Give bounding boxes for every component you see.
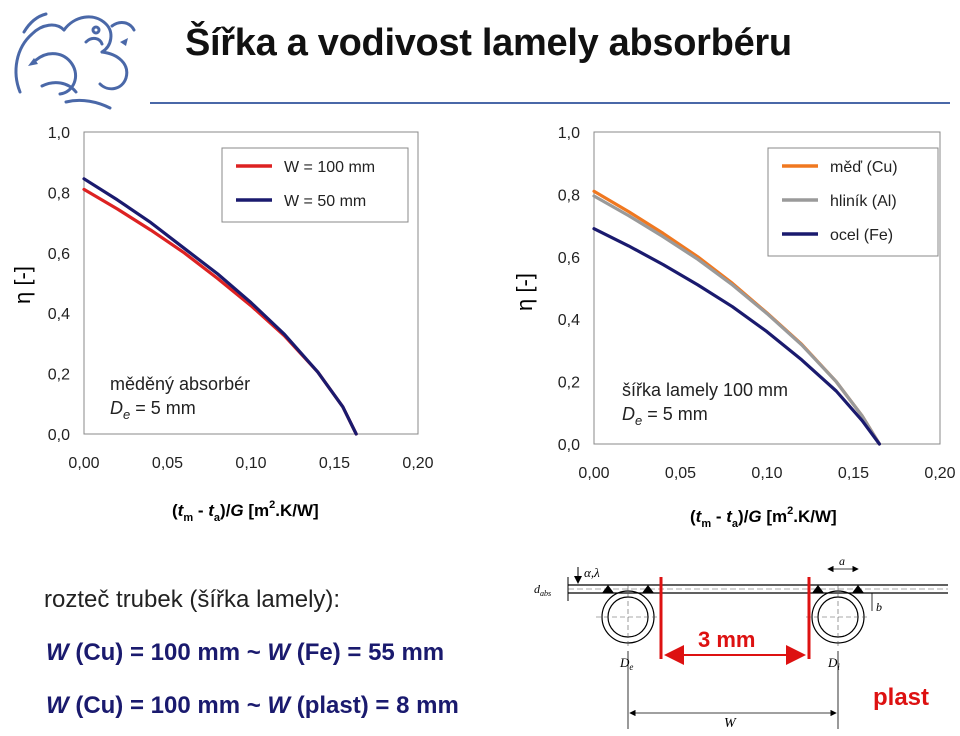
x-tick-label: 0,15 xyxy=(319,455,350,472)
plot-frame xyxy=(83,131,419,435)
fe-text: (Fe) = 55 mm xyxy=(290,639,445,666)
series-line xyxy=(82,187,358,436)
b-label: b xyxy=(876,600,882,614)
x-tick-label: 0,05 xyxy=(665,465,696,482)
legend-label: hliník (Al) xyxy=(830,193,897,210)
pitch-caption: rozteč trubek (šířka lamely): xyxy=(44,586,340,614)
width-comparison-plast: W (Cu) = 100 mm ~ W (plast) = 8 mm xyxy=(46,692,459,720)
x-tick-label: 0,20 xyxy=(402,455,433,472)
pitch-caption-text: rozteč trubek (šířka lamely): xyxy=(44,586,341,613)
y-axis-label: η [-] xyxy=(10,266,35,304)
chart-left: 1,0 0,8 0,6 0,4 0,2 0,0 0,00 0,05 0,10 0,15 0,20 η … xyxy=(10,125,434,524)
plot-frame xyxy=(593,131,941,445)
annotation-line-2: De = 5 mm xyxy=(110,398,196,422)
w-symbol: W xyxy=(46,639,69,666)
x-axis-label: (tm - ta)/G [m2.K/W] xyxy=(172,499,319,524)
x-tick-label: 0,10 xyxy=(751,465,782,482)
three-mm-label: 3 mm xyxy=(698,627,755,652)
annotation-line-1: šířka lamely 100 mm xyxy=(622,380,788,400)
legend-label: měď (Cu) xyxy=(830,159,898,176)
y-tick-label: 0,4 xyxy=(48,306,70,323)
a-label: a xyxy=(839,555,845,568)
series-line xyxy=(592,194,881,446)
x-axis-label: (tm - ta)/G [m2.K/W] xyxy=(690,505,837,530)
y-tick-label: 0,0 xyxy=(558,437,580,454)
y-tick-label: 0,4 xyxy=(558,312,580,329)
y-tick-label: 0,8 xyxy=(558,187,580,204)
y-tick-label: 1,0 xyxy=(558,125,580,142)
plast-text: (plast) = 8 mm xyxy=(290,692,459,719)
w-symbol: W xyxy=(46,692,69,719)
w-symbol: W xyxy=(267,639,291,666)
x-tick-label: 0,00 xyxy=(68,455,99,472)
legend-box xyxy=(221,147,409,223)
di-label: Di xyxy=(827,655,840,672)
y-tick-label: 0,6 xyxy=(558,250,580,267)
legend-label: W = 50 mm xyxy=(284,193,366,210)
annotation-line-1: měděný absorbér xyxy=(110,374,250,394)
x-tick-label: 0,00 xyxy=(578,465,609,482)
w-symbol: W xyxy=(267,692,291,719)
x-tick-label: 0,10 xyxy=(235,455,266,472)
legend-label: W = 100 mm xyxy=(284,159,375,176)
cu-text: (Cu) = 100 mm ~ xyxy=(68,692,268,719)
y-tick-label: 0,8 xyxy=(48,185,70,202)
annotation-line-2: De = 5 mm xyxy=(622,404,708,428)
series-line xyxy=(82,177,358,436)
page-title: Šířka a vodivost lamely absorbéru xyxy=(185,22,792,64)
series-line xyxy=(592,227,881,446)
w-label: W xyxy=(724,716,737,731)
pipe-left xyxy=(596,585,660,649)
x-tick-label: 0,20 xyxy=(924,465,955,482)
x-tick-label: 0,15 xyxy=(838,465,869,482)
y-tick-label: 0,2 xyxy=(558,375,580,392)
de-label: De xyxy=(619,655,633,672)
y-tick-label: 0,0 xyxy=(48,427,70,444)
y-tick-label: 1,0 xyxy=(48,125,70,142)
university-lion-logo xyxy=(14,12,136,110)
width-comparison-fe: W (Cu) = 100 mm ~ W (Fe) = 55 mm xyxy=(46,639,444,667)
alpha-lambda-label: α,λ xyxy=(584,565,600,580)
y-tick-label: 0,6 xyxy=(48,246,70,263)
pipe-right xyxy=(806,585,870,649)
legend-label: ocel (Fe) xyxy=(830,227,893,244)
dabs-label: dabs xyxy=(534,582,551,598)
y-tick-label: 0,2 xyxy=(48,367,70,384)
cu-text: (Cu) = 100 mm ~ xyxy=(68,639,268,666)
title-divider xyxy=(150,102,950,104)
plast-label: plast xyxy=(873,684,929,711)
absorber-cross-section-diagram: dabs α,λ a b De Di W 3 mm plast xyxy=(534,555,948,731)
x-tick-label: 0,05 xyxy=(152,455,183,472)
chart-right: 1,0 0,8 0,6 0,4 0,2 0,0 0,00 0,05 0,10 0,15 0,20 η … xyxy=(512,125,956,530)
y-axis-label: η [-] xyxy=(512,273,537,311)
